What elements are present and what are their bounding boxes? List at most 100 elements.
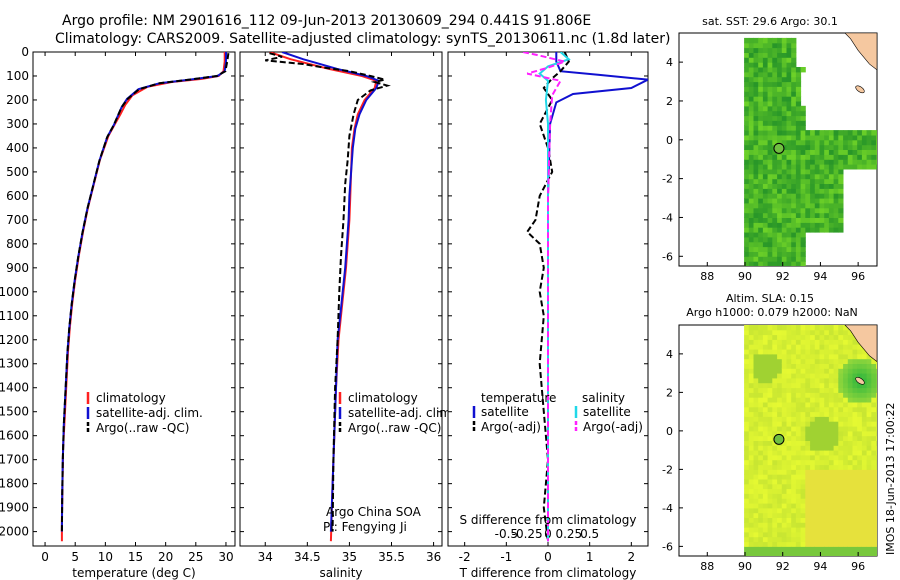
map-cell: [791, 329, 797, 336]
map-cell: [777, 105, 783, 112]
map-cell: [758, 251, 764, 257]
map-cell: [866, 387, 872, 393]
map-cell: [847, 406, 853, 413]
map-cell: [876, 512, 877, 518]
map-cell: [876, 469, 877, 475]
map-cell: [795, 469, 802, 475]
map-cell: [795, 474, 802, 480]
map-cell: [810, 207, 816, 214]
map-cell: [852, 154, 858, 160]
map-cell: [852, 454, 858, 461]
temperature-lines: [60, 52, 230, 542]
map-cell: [762, 445, 769, 451]
map-cell: [748, 96, 754, 102]
map-cell: [758, 62, 764, 68]
depth-tick-label: 1600: [0, 429, 29, 443]
map-cell: [805, 512, 811, 518]
map-cell: [805, 188, 811, 194]
map-cell: [838, 527, 844, 533]
map-cell: [781, 86, 787, 92]
map-cell: [791, 159, 797, 165]
map-cell: [767, 130, 773, 136]
map-cell: [762, 198, 769, 204]
map-cell: [857, 450, 863, 456]
x-tick-label: 34.5: [294, 550, 321, 564]
map-cell: [833, 193, 839, 199]
map-cell: [786, 406, 792, 413]
map-cell: [828, 183, 835, 189]
map-cell: [786, 512, 792, 518]
map-cell: [824, 159, 830, 165]
map-cell: [838, 541, 844, 547]
map-cell: [861, 392, 868, 398]
map-cell: [758, 37, 764, 44]
map-cell: [819, 435, 825, 441]
map-cell: [833, 217, 839, 223]
map-cell: [781, 551, 787, 556]
map-cell: [767, 71, 773, 78]
map-cell: [843, 483, 849, 490]
map-cell: [805, 363, 811, 369]
map-cell: [800, 139, 806, 146]
map-cell: [786, 96, 792, 102]
map-cell: [791, 358, 797, 364]
map-cell: [861, 373, 868, 379]
map-cell: [814, 503, 820, 509]
map-cell: [758, 115, 764, 121]
map-cell: [791, 488, 797, 494]
map-cell: [748, 193, 754, 199]
map-cell: [866, 551, 872, 556]
map-cell: [758, 42, 764, 49]
map-cell: [786, 517, 792, 523]
map-cell: [772, 527, 778, 533]
map-cell: [847, 349, 853, 355]
map-cell: [795, 416, 802, 422]
salinity-depth-ticks: [240, 51, 442, 533]
map-cell: [861, 450, 868, 456]
map-x-tick-label: 88: [700, 560, 714, 573]
legend-label-satellite: satellite-adj. clim.: [96, 406, 203, 420]
map-cell: [772, 488, 778, 494]
map-cell: [753, 469, 759, 475]
map-cell: [810, 479, 816, 485]
map-cell: [871, 144, 877, 150]
map-cell: [744, 212, 750, 218]
map-cell: [791, 416, 797, 422]
map-cell: [748, 188, 754, 194]
map-cell: [828, 402, 835, 408]
map-cell: [777, 483, 783, 490]
s-tick-label: -0.25: [512, 527, 543, 541]
map-cell: [777, 488, 783, 494]
map-cell: [819, 512, 825, 518]
map-cell: [744, 183, 750, 189]
depth-tick-label: 400: [6, 141, 29, 155]
map-cell: [810, 198, 816, 204]
map-cell: [791, 207, 797, 214]
map-cell: [791, 546, 797, 552]
map-cell: [814, 207, 820, 214]
map-cell: [772, 382, 778, 389]
map-cell: [838, 188, 844, 194]
map-cell: [805, 522, 811, 528]
map-cell: [876, 503, 877, 509]
map-cell: [786, 139, 792, 146]
map-cell: [819, 159, 825, 165]
map-cell: [744, 227, 750, 233]
map-cell: [748, 507, 754, 514]
map-cell: [767, 91, 773, 97]
map-cell: [828, 459, 835, 466]
map-cell: [781, 71, 787, 78]
map-cell: [744, 188, 750, 194]
map-cell: [824, 377, 830, 384]
map-cell: [791, 232, 797, 238]
map-cell: [876, 450, 877, 456]
map-cell: [866, 363, 872, 369]
map-cell: [828, 541, 835, 547]
map-cell: [777, 222, 783, 228]
map-cell: [795, 261, 802, 266]
map-cell: [791, 251, 797, 257]
map-cell: [758, 459, 764, 466]
map-cell: [777, 202, 783, 209]
map-cell: [838, 329, 844, 336]
map-cell: [847, 488, 853, 494]
